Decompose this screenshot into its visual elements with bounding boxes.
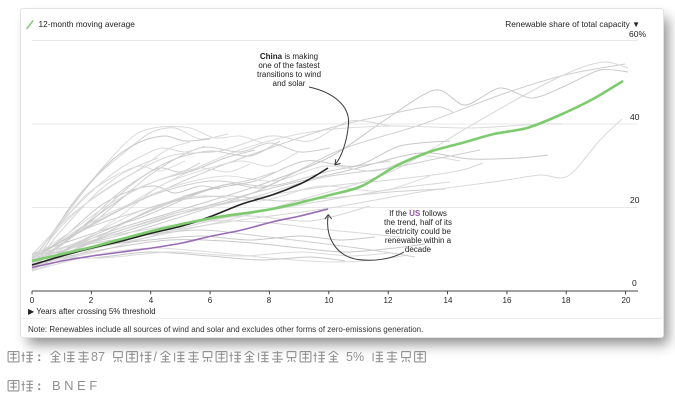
svg-text:BNEF: BNEF [52, 379, 101, 393]
svg-text:/: / [154, 350, 158, 364]
svg-text:87: 87 [91, 350, 105, 364]
svg-text:5%: 5% [346, 350, 364, 364]
